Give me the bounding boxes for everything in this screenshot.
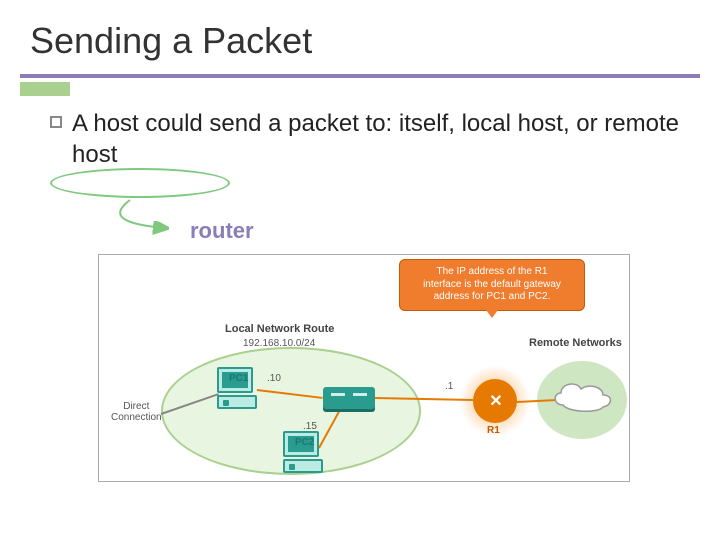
switch-node [323, 387, 375, 409]
annotation-ellipse [50, 168, 230, 198]
router-annotation-label: router [190, 218, 254, 244]
gateway-callout: The IP address of the R1interface is the… [399, 259, 585, 311]
router-name-label: R1 [487, 425, 500, 436]
local-network-cidr: 192.168.10.0/24 [243, 338, 315, 349]
direct-connection-label: Direct Connection [111, 401, 162, 423]
router-arrows-icon: ✕ [489, 391, 500, 411]
bullet-row: A host could send a packet to: itself, l… [50, 108, 680, 170]
local-network-title: Local Network Route [225, 323, 334, 335]
remote-networks-title: Remote Networks [529, 337, 622, 349]
bullet-text: A host could send a packet to: itself, l… [72, 108, 680, 170]
slide-title: Sending a Packet [0, 0, 720, 74]
router-node: ✕ [473, 379, 517, 423]
callout-line: interface is the default gateway [408, 279, 576, 292]
bullet-marker [50, 116, 62, 128]
cloud-icon [549, 373, 619, 417]
pc-label: PC1 [229, 373, 248, 384]
network-diagram-frame: ✕ R1 PC1 PC2 .10 .15 .1 Local Network Route… [98, 254, 630, 482]
accent-block [20, 82, 70, 96]
pc-node: PC2 [283, 431, 323, 473]
callout-line: address for PC1 and PC2. [408, 291, 576, 304]
body-area: A host could send a packet to: itself, l… [0, 78, 720, 170]
callout-line: The IP address of the R1 [408, 266, 576, 279]
pc-node: PC1 [217, 367, 257, 409]
ip-label: .10 [267, 373, 281, 384]
pc-label: PC2 [295, 437, 314, 448]
ip-label: .15 [303, 421, 317, 432]
ip-label: .1 [445, 381, 453, 392]
